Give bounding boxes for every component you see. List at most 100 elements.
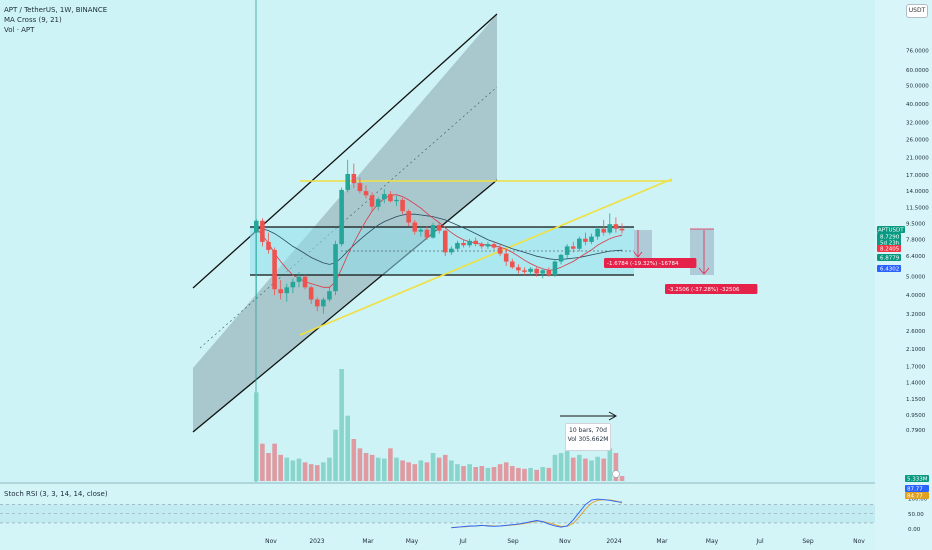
candle-body <box>406 211 411 223</box>
volume-bar <box>473 467 479 481</box>
volume-bar <box>552 454 558 481</box>
price-tick-label: 40.0000 <box>906 102 929 108</box>
price-tick-label: 1.7000 <box>906 364 926 370</box>
price-label-level-low <box>877 265 901 272</box>
volume-bar <box>266 453 271 481</box>
candle-body <box>455 242 460 249</box>
volume-bar <box>388 448 393 481</box>
volume-bar <box>583 458 588 481</box>
x-tick-label: Sep <box>802 538 814 545</box>
volume-bar <box>570 457 576 481</box>
volume-bar <box>278 454 283 481</box>
tooltip-volume: Vol 305.662M <box>567 436 609 443</box>
x-tick-label: Nov <box>265 538 277 545</box>
volume-bar <box>406 462 411 481</box>
volume-bar <box>461 466 466 481</box>
price-tick-label: 1.4000 <box>906 381 926 387</box>
candle-body <box>577 238 582 249</box>
volume-bar <box>400 460 405 481</box>
rsi-k-text: 87.77 <box>907 487 923 493</box>
candle-body <box>509 261 515 268</box>
candle-body <box>601 228 607 233</box>
price-label-text: 6.8779 <box>880 256 900 262</box>
price-tick-label: 11.5000 <box>906 205 929 211</box>
candle-body <box>321 299 326 307</box>
price-tick-label: 50.0000 <box>906 83 929 89</box>
candle-body <box>491 244 497 248</box>
volume-bar <box>449 460 454 481</box>
measure-tag <box>604 258 697 268</box>
volume-bar <box>516 467 521 481</box>
candle-body <box>327 291 332 300</box>
x-tick-label: 2023 <box>309 538 324 545</box>
volume-bar <box>363 453 369 481</box>
rsi-d-text: 84.77 <box>907 494 923 500</box>
price-label-text: 6.4302 <box>880 267 899 273</box>
candle-body <box>394 199 399 202</box>
rsi-band <box>0 504 875 523</box>
candle-body <box>449 248 454 253</box>
candle-body <box>375 199 381 207</box>
support-trendline <box>299 178 673 336</box>
channel-mid-line <box>199 86 498 349</box>
volume-bar <box>601 458 607 481</box>
price-tick-label: 5.0000 <box>906 275 926 281</box>
price-tick-label: 7.8000 <box>906 238 926 244</box>
price-tick-label: 0.9500 <box>906 413 926 419</box>
volume-bar <box>375 457 381 481</box>
rising-channel-fill <box>193 14 497 432</box>
price-axis <box>875 0 932 550</box>
price-tick-label: 2.6000 <box>906 329 926 335</box>
candle-body <box>516 267 521 271</box>
volume-bar <box>540 467 546 481</box>
currency-button[interactable]: USDT <box>906 4 928 18</box>
candle-body <box>333 244 338 292</box>
candle-body <box>503 253 509 262</box>
rsi-tick-label: 100.00 <box>908 497 928 503</box>
candle-body <box>314 299 320 307</box>
volume-bar <box>272 443 277 481</box>
x-tick-label: May <box>706 538 719 545</box>
volume-bar <box>467 464 472 481</box>
channel-upper-line <box>192 13 498 289</box>
stoch-rsi-legend[interactable]: Stoch RSI (3, 3, 14, 14, close) <box>4 490 108 498</box>
volume-bar <box>327 457 332 481</box>
volume-bar <box>479 466 485 481</box>
channel-lower-line <box>192 179 498 433</box>
candle-body <box>260 220 265 242</box>
candle-body <box>284 287 290 294</box>
stoch-k-line <box>451 498 623 529</box>
candle-body <box>345 173 351 190</box>
volume-bar <box>485 467 491 481</box>
volume-bar <box>613 453 619 481</box>
measure-box-large <box>690 229 714 275</box>
candle-body <box>589 236 594 242</box>
measure-tag-text: -3.2506 (-37.28%) -32506 <box>668 287 740 293</box>
price-tick-label: 26.0000 <box>906 138 929 144</box>
candle-body <box>442 230 448 253</box>
candle-body <box>412 222 418 232</box>
candle-body <box>296 276 302 282</box>
volume-bar <box>442 454 448 481</box>
price-label-ma-slow <box>877 254 901 261</box>
price-label-ticker <box>877 226 905 233</box>
x-tick-label: Sep <box>507 538 519 545</box>
indicator-volume[interactable]: Vol · APT <box>4 26 35 34</box>
candle-body <box>528 268 533 272</box>
price-label-text: 5d 23h <box>880 241 900 247</box>
volume-bar <box>577 454 582 481</box>
x-tick-label: Jul <box>755 538 764 545</box>
candle-body <box>479 244 485 247</box>
volume-bar <box>503 462 509 481</box>
x-tick-label: Nov <box>853 538 865 545</box>
candle-body <box>473 240 479 245</box>
volume-bar <box>546 467 552 481</box>
indicator-ma-cross[interactable]: MA Cross (9, 21) <box>4 16 62 24</box>
measure-tooltip: 10 bars, 70d Vol 305.662M <box>565 423 611 451</box>
price-tick-label: 32.0000 <box>906 120 929 126</box>
tooltip-bars: 10 bars, 70d <box>569 427 607 434</box>
volume-bar <box>394 457 399 481</box>
candle-body <box>461 242 466 246</box>
candle-body <box>351 173 357 184</box>
